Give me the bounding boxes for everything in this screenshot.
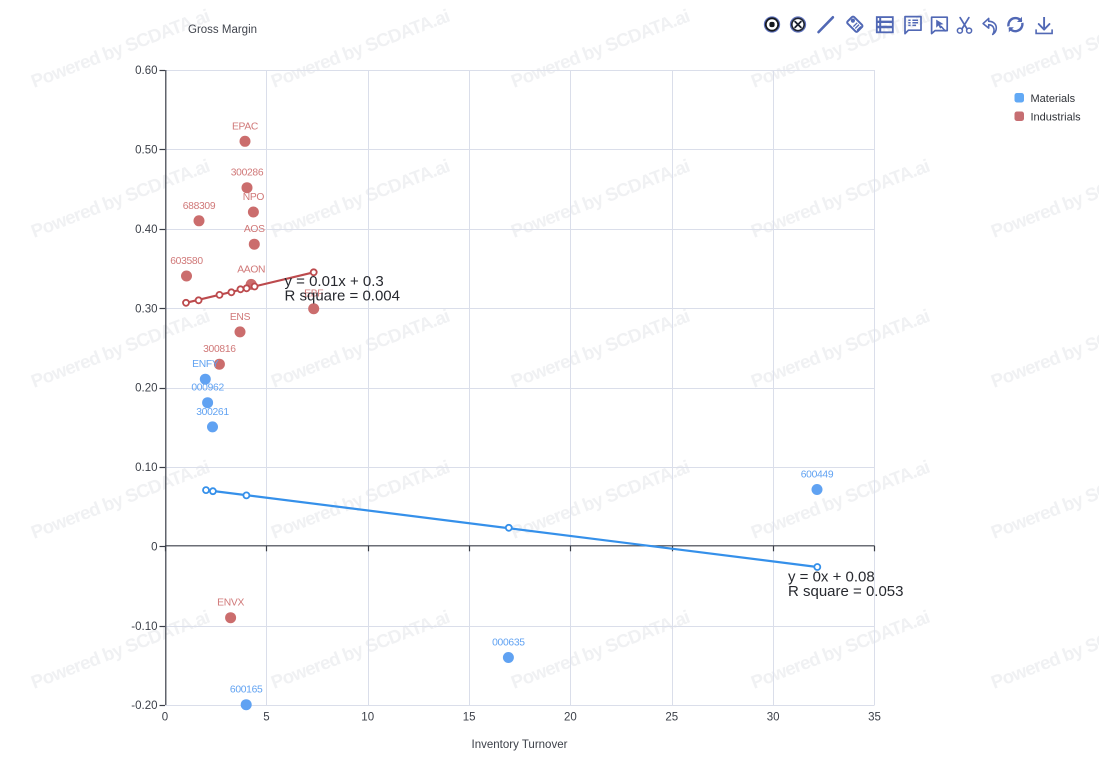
svg-text:Gross Margin: Gross Margin	[188, 24, 257, 36]
svg-text:Inventory Turnover: Inventory Turnover	[472, 739, 568, 751]
svg-text:300816: 300816	[203, 344, 236, 355]
svg-text:AOS: AOS	[244, 224, 265, 235]
svg-text:y = 0.01x + 0.3: y = 0.01x + 0.3	[285, 273, 384, 290]
svg-text:-0.10: -0.10	[131, 621, 157, 633]
svg-text:ENS: ENS	[230, 312, 251, 323]
svg-text:15: 15	[463, 712, 476, 724]
svg-text:25: 25	[665, 712, 678, 724]
svg-text:0.40: 0.40	[135, 224, 157, 236]
svg-text:600449: 600449	[801, 470, 834, 481]
svg-text:300261: 300261	[196, 407, 229, 418]
svg-text:000635: 000635	[492, 638, 525, 649]
svg-text:35: 35	[868, 712, 881, 724]
svg-text:R square = 0.053: R square = 0.053	[788, 583, 904, 600]
svg-text:0.60: 0.60	[135, 65, 157, 77]
svg-text:0: 0	[151, 542, 157, 554]
svg-text:603580: 603580	[170, 256, 203, 267]
svg-text:5: 5	[263, 712, 269, 724]
svg-text:EBF: EBF	[304, 289, 323, 300]
svg-text:0.30: 0.30	[135, 303, 157, 315]
svg-text:600165: 600165	[230, 685, 263, 696]
svg-text:ENFY: ENFY	[192, 359, 219, 370]
svg-text:Materials: Materials	[1031, 93, 1076, 105]
svg-text:AAON: AAON	[237, 264, 265, 275]
svg-text:-0.20: -0.20	[131, 700, 157, 712]
svg-text:10: 10	[361, 712, 374, 724]
svg-text:Industrials: Industrials	[1031, 111, 1082, 123]
svg-text:EPAC: EPAC	[232, 121, 259, 132]
svg-text:y = 0x + 0.08: y = 0x + 0.08	[788, 569, 875, 586]
svg-text:000962: 000962	[191, 383, 224, 394]
svg-text:0: 0	[162, 712, 168, 724]
svg-text:30: 30	[767, 712, 780, 724]
svg-text:688309: 688309	[183, 201, 216, 212]
svg-text:300286: 300286	[231, 168, 264, 179]
svg-text:0.10: 0.10	[135, 462, 157, 474]
svg-text:ENVX: ENVX	[217, 598, 244, 609]
svg-text:20: 20	[564, 712, 577, 724]
svg-text:NPO: NPO	[243, 192, 265, 203]
svg-text:0.50: 0.50	[135, 145, 157, 157]
svg-text:0.20: 0.20	[135, 383, 157, 395]
svg-text:R square = 0.004: R square = 0.004	[285, 288, 401, 305]
